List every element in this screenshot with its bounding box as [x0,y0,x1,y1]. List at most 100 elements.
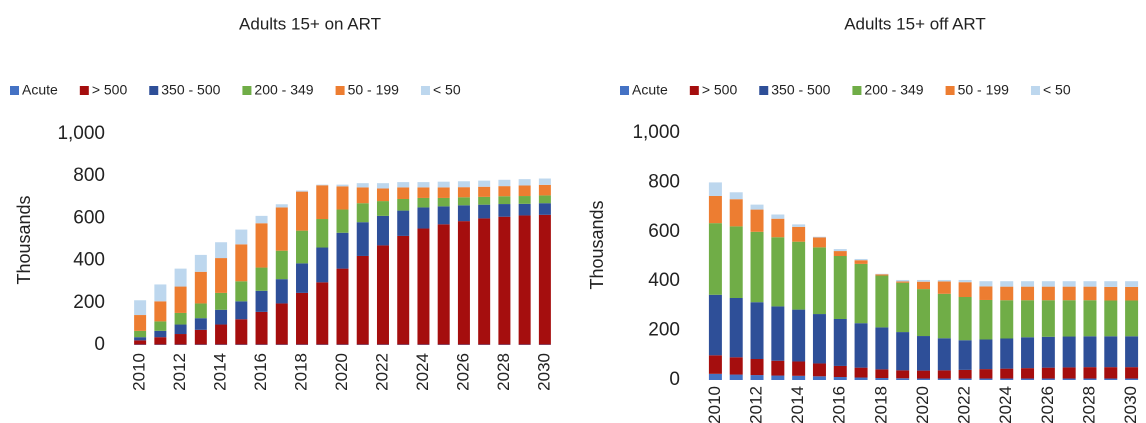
bar-segment [896,279,910,282]
bar-segment [1041,300,1055,337]
bar-segment [478,180,491,187]
bar-segment [336,268,349,345]
bar-segment [854,367,868,378]
bar-segment [336,184,349,187]
legend-swatch [689,86,699,95]
bar-segment [1125,281,1139,287]
legend-swatch [945,86,955,95]
x-tick-label: 2022 [372,353,391,391]
bar-segment [1000,281,1014,287]
bar-segment [397,235,410,345]
bar-segment [958,279,972,283]
legend-swatch [852,86,862,95]
bar-segment [979,369,993,379]
bar-segment [1062,367,1076,379]
bar-segment [296,230,309,264]
bar-segment [750,209,764,232]
bar-segment [854,260,868,264]
legend-label: 200 - 349 [254,82,313,98]
bar-segment [729,357,743,375]
bar-segment [397,198,410,211]
bar-segment [875,275,889,328]
bar-segment [937,338,951,371]
bar-segment [958,369,972,379]
bar-segment [1125,286,1139,301]
bar-segment [154,301,167,322]
bar-segment [937,293,951,339]
bar-segment [478,186,491,197]
x-tick-label: 2028 [1079,386,1098,423]
bar-segment [792,361,806,376]
y-tick-label: 200 [73,292,105,313]
x-tick-label: 2030 [534,353,553,391]
bar-segment [457,197,470,206]
bar-segment [958,378,972,380]
bar-segment [875,369,889,379]
bar-segment [1104,300,1118,337]
bar-segment [316,184,329,186]
bar-segment [154,321,167,331]
bar-segment [134,337,147,341]
bar-segment [194,329,207,345]
bar-segment [1125,300,1139,337]
bar-segment [708,294,722,356]
bar-segment [417,182,430,188]
bar-segment [478,218,491,345]
bar-segment [917,378,930,380]
bar-segment [376,201,389,216]
bar-segment [235,229,248,245]
bar-segment [235,301,248,320]
x-tick-label: 2018 [292,353,311,391]
bar-segment [1041,367,1055,379]
bar-segment [833,251,847,257]
bar-segment [1125,378,1139,380]
bar-segment [154,284,167,302]
bar-segment [917,289,930,337]
y-tick-label: 1,000 [57,123,105,144]
legend-label: 350 - 500 [771,82,830,98]
x-tick-label: 2010 [705,386,724,423]
bar-segment [958,282,972,298]
x-tick-label: 2012 [170,353,189,391]
bar-segment [255,311,268,345]
legend-label: > 500 [92,82,128,98]
bar-segment [1021,281,1035,287]
bar-segment [1000,368,1014,379]
bar-segment [235,281,248,302]
x-tick-label: 2026 [453,353,472,391]
legend-swatch [620,86,629,95]
y-tick-label: 400 [73,250,105,271]
bar-segment [296,263,309,293]
bar-segment [833,256,847,319]
bar-segment [833,365,847,378]
bar-segment [896,378,910,380]
bar-segment [174,312,187,325]
bar-segment [750,359,764,376]
x-tick-label: 2030 [1121,386,1140,423]
x-tick-label: 2024 [413,353,432,391]
bar-segment [255,215,268,224]
x-tick-label: 2014 [788,386,807,423]
bar-segment [896,332,910,371]
bar-segment [255,290,268,312]
bar-segment [750,231,764,303]
bar-segment [478,196,491,205]
bar-segment [1083,281,1097,287]
bar-segment [134,340,147,345]
bar-segment [356,203,369,223]
bar-segment [518,203,531,216]
bar-segment [917,279,930,282]
bar-segment [812,237,826,248]
bar-segment [812,376,826,380]
bar-segment [235,319,248,345]
bar-segment [215,324,228,345]
bar-segment [771,375,785,380]
bar-segment [708,195,722,224]
bar-segment [336,232,349,269]
y-tick-label: 800 [73,165,105,186]
bar-segment [854,377,868,380]
y-tick-label: 200 [648,320,680,341]
x-tick-label: 2020 [332,353,351,391]
bar-segment [729,199,743,227]
